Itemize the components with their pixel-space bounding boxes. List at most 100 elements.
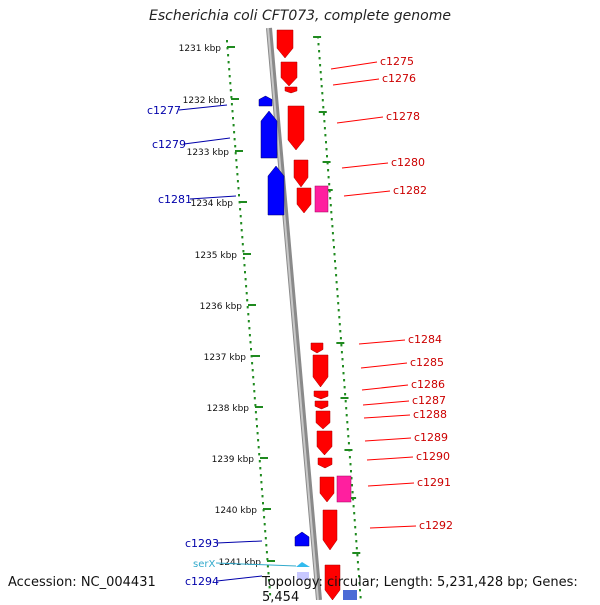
guide-dot [250,355,253,358]
guide-dot [320,85,323,88]
guide-dot [242,250,245,253]
kbp-tick-label: 1238 kbp [207,404,250,414]
guide-dot [355,547,358,550]
guide-dot [341,358,344,361]
guide-dot [254,404,257,407]
forward-gene-label: c1291 [417,476,451,489]
guide-dot [336,288,339,291]
guide-dot [358,575,360,578]
guide-dot [257,446,260,449]
forward-gene-leader [367,482,415,487]
trna-marker [296,562,310,567]
forward-gene-label: c1290 [416,450,450,463]
reverse-gene-label: c1277 [147,104,181,117]
guide-dot [348,456,351,459]
guide-dot [329,197,332,200]
guide-dot [244,271,246,274]
forward-gene-leader [369,525,417,529]
guide-dot [230,96,233,99]
guide-dot [239,208,242,211]
forward-gene-label: c1275 [380,55,414,68]
guide-dot [325,148,328,151]
guide-dot [338,323,341,326]
forward-gene-arrow [319,476,335,503]
guide-dot [317,43,320,46]
guide-dot [318,57,321,60]
guide-dot [239,215,242,218]
guide-dot [327,169,330,172]
guide-dot [323,120,326,123]
forward-gene-leader [364,437,412,442]
guide-dot [331,225,334,228]
guide-dot [252,376,255,379]
guide-dot [350,477,353,480]
guide-dot [234,152,237,155]
guide-dot [269,593,272,596]
guide-dot [240,229,243,232]
pseudo-gene [336,475,352,503]
forward-gene-label: c1276 [382,72,416,85]
reverse-gene-label: c1279 [152,138,186,151]
guide-dot [256,432,259,435]
guide-dot [243,264,246,267]
guide-dot [325,141,327,144]
forward-gene-arrow [293,159,309,188]
forward-gene-label: c1285 [410,356,444,369]
reverse-gene-arrow [267,165,285,216]
guide-dot [338,316,341,319]
forward-gene-leader [366,456,414,461]
forward-gene-label: c1288 [413,408,447,421]
guide-dot [236,180,239,183]
forward-gene-leader [361,384,409,391]
guide-dot [335,274,338,277]
guide-dot [327,176,330,179]
reverse-gene-leader [178,104,228,111]
kbp-tick-label: 1234 kbp [191,199,234,209]
guide-dot [326,162,329,165]
guide-dot [249,341,252,344]
trna-leader [215,562,297,567]
guide-dot [340,351,343,354]
kbp-tick-label: 1237 kbp [204,353,247,363]
guide-dot [322,106,325,109]
guide-dot [333,253,336,256]
guide-dot [321,92,324,95]
guide-dot [232,117,234,120]
forward-gene-arrow [322,509,338,551]
guide-dot [238,194,240,197]
guide-dot [358,582,361,585]
guide-dot [347,442,350,445]
reverse-gene-arrow [294,531,310,547]
guide-dot [318,50,321,53]
forward-gene-arrow [317,457,333,469]
guide-dot [248,327,251,330]
guide-dot [359,589,361,592]
forward-gene-leader [332,78,380,86]
guide-dot [251,369,254,372]
guide-dot [265,544,268,547]
guide-dot [255,418,258,421]
guide-dot [229,82,232,85]
guide-dot [347,435,350,438]
kbp-tick-label: 1235 kbp [195,251,238,261]
forward-gene-label: c1284 [408,333,442,346]
guide-dot [248,334,251,337]
guide-dot [334,267,337,270]
guide-dot [330,211,333,214]
guide-dot [242,257,245,260]
guide-dot [323,127,326,130]
guide-dot [259,467,262,470]
guide-dot [247,320,250,323]
left-guide-dots [226,40,272,596]
forward-gene-leader [363,414,411,419]
reverse-gene-arrow [258,95,273,107]
guide-dot [322,113,325,116]
forward-gene-leader [341,162,389,169]
guide-dot [334,260,336,263]
guide-dot [339,330,342,333]
guide-dot [321,99,324,102]
kbp-tick-label: 1241 kbp [219,558,262,568]
kbp-tick-label: 1236 kbp [200,302,243,312]
guide-dot [353,519,356,522]
guide-dot [241,243,244,246]
